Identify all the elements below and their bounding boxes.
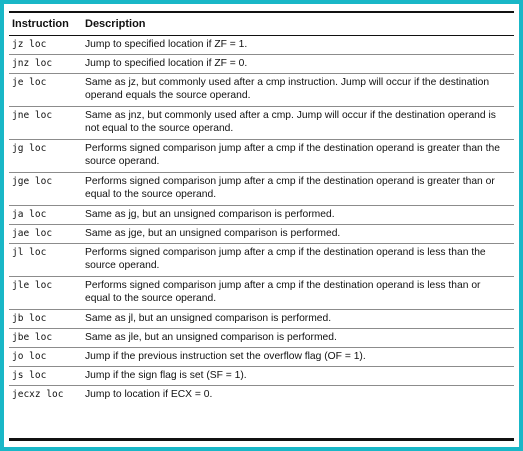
- instruction-cell: jbe loc: [12, 332, 53, 343]
- table-row: jecxz loc Jump to location if ECX = 0.: [9, 386, 514, 404]
- table-header-rule: [9, 35, 514, 36]
- description-cell: Performs signed comparison jump after a …: [85, 247, 486, 271]
- table-row: jl loc Performs signed comparison jump a…: [9, 244, 514, 277]
- description-cell: Performs signed comparison jump after a …: [85, 280, 481, 304]
- table-top-rule: [9, 11, 514, 13]
- description-cell: Same as jl, but an unsigned comparison i…: [85, 313, 332, 324]
- instruction-cell: jnz loc: [12, 58, 53, 69]
- table-row: je loc Same as jz, but commonly used aft…: [9, 74, 514, 107]
- instruction-cell: jne loc: [12, 110, 53, 121]
- description-cell: Jump to specified location if ZF = 0.: [85, 58, 248, 69]
- instruction-cell: jge loc: [12, 176, 53, 187]
- jump-instructions-table: Instruction Description jz loc Jump to s…: [9, 11, 514, 404]
- table-row: jge loc Performs signed comparison jump …: [9, 173, 514, 206]
- instruction-cell: js loc: [12, 370, 47, 381]
- table-row: jnz loc Jump to specified location if ZF…: [9, 55, 514, 74]
- header-instruction: Instruction: [12, 18, 69, 30]
- table-row: jae loc Same as jge, but an unsigned com…: [9, 225, 514, 244]
- description-cell: Performs signed comparison jump after a …: [85, 143, 500, 167]
- instruction-cell: jz loc: [12, 39, 47, 50]
- instruction-cell: jb loc: [12, 313, 47, 324]
- header-description: Description: [85, 18, 146, 30]
- document-frame: Instruction Description jz loc Jump to s…: [4, 4, 519, 447]
- table-row: js loc Jump if the sign flag is set (SF …: [9, 367, 514, 386]
- instruction-cell: ja loc: [12, 209, 47, 220]
- description-cell: Jump if the sign flag is set (SF = 1).: [85, 370, 247, 381]
- table-row: jb loc Same as jl, but an unsigned compa…: [9, 310, 514, 329]
- table-header: Instruction Description: [9, 13, 514, 35]
- instruction-cell: jo loc: [12, 351, 47, 362]
- table-bottom-rule: [9, 438, 514, 441]
- table-row: jg loc Performs signed comparison jump a…: [9, 140, 514, 173]
- description-cell: Performs signed comparison jump after a …: [85, 176, 495, 200]
- table-row: jle loc Performs signed comparison jump …: [9, 277, 514, 310]
- description-cell: Jump to location if ECX = 0.: [85, 389, 213, 400]
- description-cell: Same as jg, but an unsigned comparison i…: [85, 209, 335, 220]
- instruction-cell: jg loc: [12, 143, 47, 154]
- description-cell: Jump if the previous instruction set the…: [85, 351, 366, 362]
- table-row: ja loc Same as jg, but an unsigned compa…: [9, 206, 514, 225]
- description-cell: Jump to specified location if ZF = 1.: [85, 39, 248, 50]
- description-cell: Same as jz, but commonly used after a cm…: [85, 77, 490, 101]
- table-row: jo loc Jump if the previous instruction …: [9, 348, 514, 367]
- instruction-cell: je loc: [12, 77, 47, 88]
- instruction-cell: jae loc: [12, 228, 53, 239]
- table-row: jne loc Same as jnz, but commonly used a…: [9, 107, 514, 140]
- description-cell: Same as jge, but an unsigned comparison …: [85, 228, 341, 239]
- table-row: jbe loc Same as jle, but an unsigned com…: [9, 329, 514, 348]
- instruction-cell: jle loc: [12, 280, 53, 291]
- table-row: jz loc Jump to specified location if ZF …: [9, 36, 514, 55]
- instruction-cell: jecxz loc: [12, 389, 64, 400]
- instruction-cell: jl loc: [12, 247, 47, 258]
- description-cell: Same as jnz, but commonly used after a c…: [85, 110, 496, 134]
- description-cell: Same as jle, but an unsigned comparison …: [85, 332, 337, 343]
